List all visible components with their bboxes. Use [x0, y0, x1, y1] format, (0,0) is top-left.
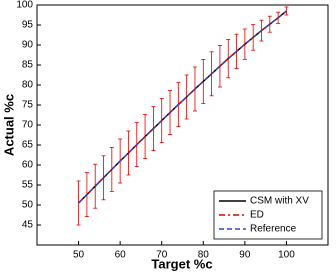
legend-box: [213, 190, 323, 240]
y-tick-label: 50: [22, 200, 34, 211]
x-tick-label: 60: [115, 250, 127, 261]
x-tick-label: 100: [278, 250, 295, 261]
y-tick-label: 85: [22, 60, 34, 71]
x-tick-label: 70: [156, 250, 168, 261]
y-tick-label: 45: [22, 220, 34, 231]
legend-label: ED: [250, 210, 264, 221]
y-tick-label: 70: [22, 120, 34, 131]
y-tick-label: 75: [22, 100, 34, 111]
x-tick-label: 90: [239, 250, 251, 261]
series-line: [78, 10, 287, 204]
y-tick-label: 90: [22, 40, 34, 51]
x-axis-title: Target %c: [151, 256, 212, 271]
y-tick-label: 95: [22, 20, 34, 31]
y-tick-label: 60: [22, 160, 34, 171]
x-tick-label: 80: [198, 250, 210, 261]
legend-label: CSM with XV: [250, 196, 309, 207]
y-tick-label: 80: [22, 80, 34, 91]
x-tick-label: 50: [73, 250, 85, 261]
y-tick-label: 55: [22, 180, 34, 191]
y-tick-label: 100: [16, 0, 33, 11]
legend-label: Reference: [250, 224, 297, 235]
y-axis-title: Actual %c: [1, 94, 16, 156]
y-tick-label: 65: [22, 140, 34, 151]
